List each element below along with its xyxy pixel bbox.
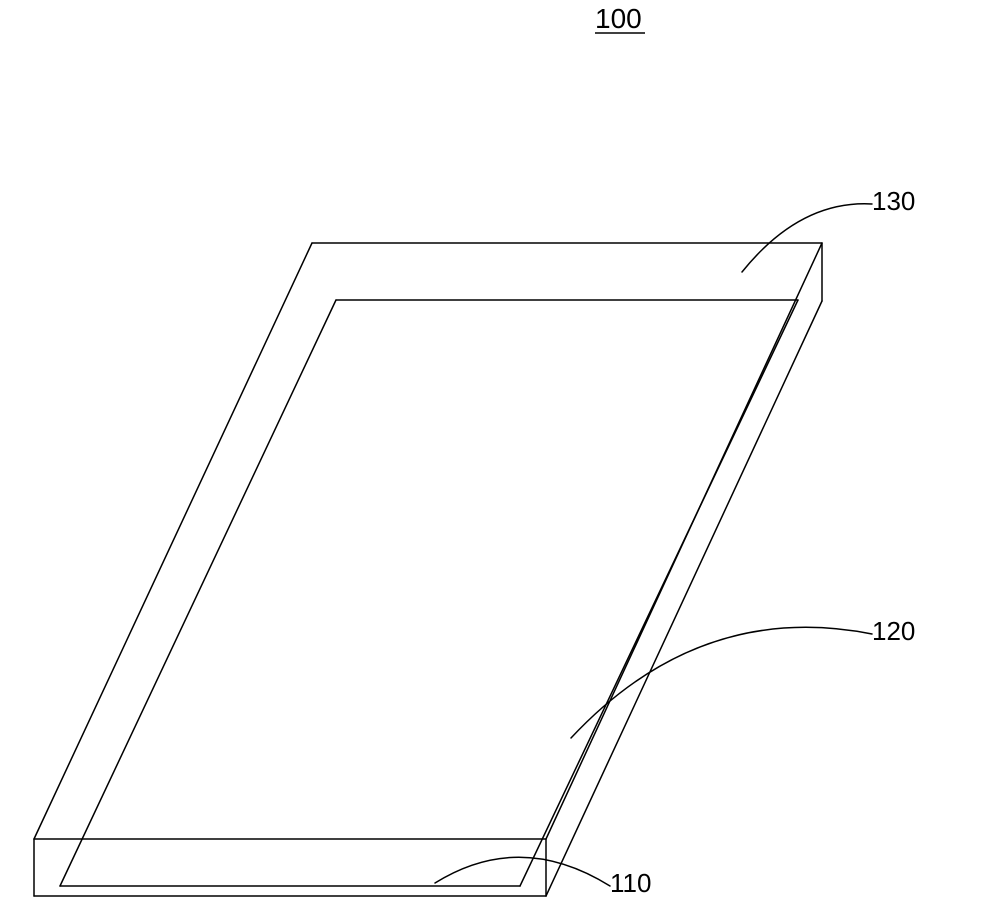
inner-edge-left xyxy=(60,300,336,886)
edge-top-left xyxy=(34,243,312,839)
edge-right-bottom xyxy=(546,301,822,896)
inner-edge-right xyxy=(520,300,798,886)
figure-number: 100 xyxy=(595,3,642,34)
tray-outer-outline xyxy=(34,243,822,896)
leader-130 xyxy=(742,204,872,272)
callout-leaders xyxy=(435,204,872,886)
label-120: 120 xyxy=(872,616,915,646)
patent-figure: 100 130 120 110 xyxy=(0,0,1000,918)
callout-labels: 130 120 110 xyxy=(610,186,915,898)
label-110: 110 xyxy=(610,868,651,898)
label-130: 130 xyxy=(872,186,915,216)
